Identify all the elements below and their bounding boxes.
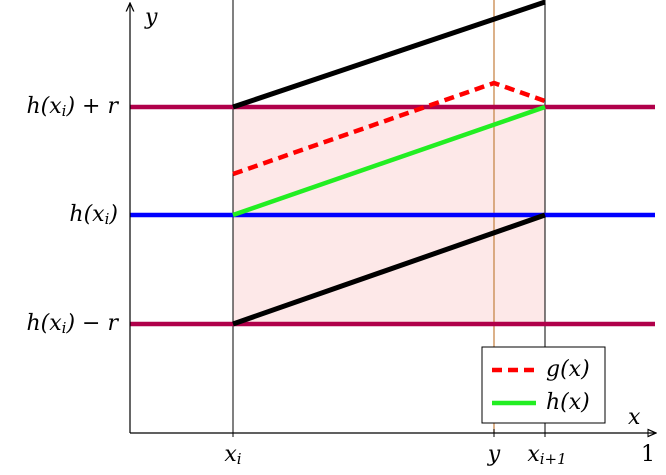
y-label: h(xi) + r: [26, 94, 119, 120]
x-label: 1: [641, 442, 655, 467]
label-part: i: [237, 450, 242, 468]
legend-label: g(x): [546, 357, 590, 382]
upper-slope: [232, 0, 546, 110]
x-axis-label: x: [628, 405, 641, 430]
lower-slope: [232, 212, 546, 327]
label-part: h(x: [26, 94, 62, 119]
label-part: ): [108, 202, 118, 227]
label-part: i: [105, 210, 110, 228]
label-part: ) − r: [65, 311, 119, 336]
y-label: h(xi): [69, 202, 118, 228]
label-part: i: [62, 319, 67, 337]
legend: [481, 346, 606, 424]
x-label: xi+1: [527, 442, 566, 468]
label-part: x: [224, 442, 237, 467]
g-curve: [232, 80, 546, 177]
x-label: xi: [224, 442, 241, 468]
label-part: i+1: [540, 450, 567, 468]
h-curve: [232, 104, 546, 218]
x-label: y: [487, 442, 501, 467]
label-part: h(x: [26, 311, 62, 336]
legend-label: h(x): [546, 390, 590, 415]
label-part: h(x: [69, 202, 105, 227]
label-part: x: [527, 442, 540, 467]
y-axis-label: y: [144, 5, 158, 30]
y-label: h(xi) − r: [26, 311, 119, 337]
label-part: i: [62, 102, 67, 120]
label-part: ) + r: [65, 94, 119, 119]
